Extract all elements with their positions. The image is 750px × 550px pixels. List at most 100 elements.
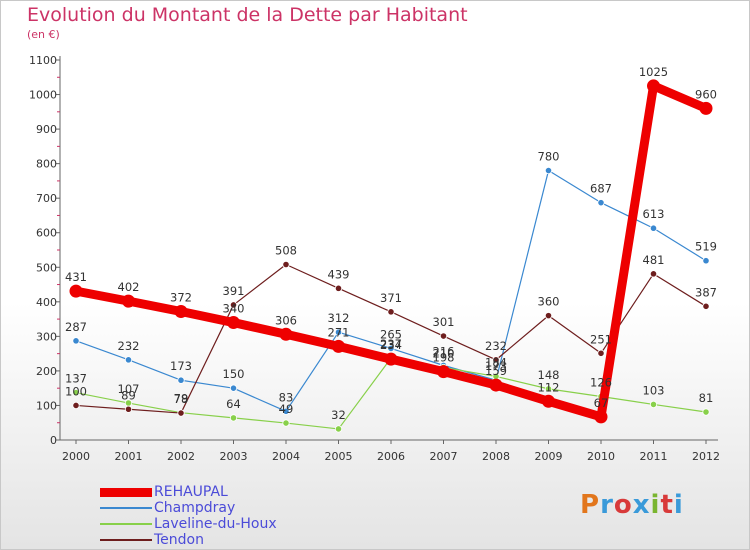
y-tick-label: 1000 bbox=[29, 89, 57, 102]
data-point bbox=[702, 257, 710, 265]
axes: 0 100 200 300 400 500 600 700 800 900 1000 1100 2000… bbox=[29, 54, 720, 463]
x-tick-label: 2008 bbox=[482, 450, 510, 463]
x-tick-label: 2004 bbox=[272, 450, 300, 463]
data-label: 67 bbox=[594, 396, 609, 410]
x-tick-label: 2009 bbox=[535, 450, 563, 463]
data-point bbox=[649, 270, 658, 278]
data-point bbox=[649, 224, 658, 232]
data-label: 387 bbox=[695, 285, 717, 299]
data-label: 79 bbox=[174, 392, 189, 406]
data-point bbox=[439, 332, 448, 340]
data-point bbox=[177, 409, 185, 417]
data-label: 508 bbox=[275, 244, 297, 258]
data-label: 210 bbox=[433, 346, 455, 360]
data-label: 103 bbox=[643, 383, 665, 397]
data-label: 216 bbox=[433, 344, 455, 358]
data-label: 173 bbox=[485, 359, 507, 373]
x-tick-label: 2006 bbox=[377, 450, 405, 463]
data-point bbox=[229, 384, 238, 392]
y-tick-label: 300 bbox=[36, 330, 57, 343]
data-point bbox=[124, 356, 133, 364]
data-label: 81 bbox=[699, 391, 714, 405]
data-label: 687 bbox=[590, 182, 612, 196]
legend-label: Champdray bbox=[154, 500, 236, 516]
data-label: 301 bbox=[433, 315, 455, 329]
data-point bbox=[702, 302, 710, 310]
legend-swatch bbox=[100, 539, 152, 541]
data-label: 1025 bbox=[639, 65, 668, 79]
data-label: 372 bbox=[170, 290, 192, 304]
logo-letter: r bbox=[600, 490, 614, 520]
data-point bbox=[229, 301, 238, 309]
data-point bbox=[597, 199, 605, 207]
data-label: 271 bbox=[328, 325, 350, 339]
x-tick-label: 2011 bbox=[640, 450, 668, 463]
data-label: 32 bbox=[331, 408, 346, 422]
logo-letter: P bbox=[580, 490, 601, 520]
series-champdray bbox=[72, 166, 710, 415]
legend-label: REHAUPAL bbox=[154, 484, 228, 500]
data-label: 439 bbox=[328, 267, 350, 281]
data-point bbox=[72, 337, 80, 345]
data-point bbox=[544, 312, 553, 320]
data-label: 107 bbox=[118, 382, 140, 396]
data-label: 360 bbox=[538, 295, 560, 309]
legend-swatch bbox=[100, 523, 152, 525]
y-tick-label: 600 bbox=[36, 227, 57, 240]
series-rehaupal bbox=[69, 79, 713, 424]
data-point bbox=[282, 407, 290, 415]
data-point bbox=[69, 284, 83, 298]
data-point bbox=[437, 365, 450, 379]
data-label: 232 bbox=[485, 339, 507, 353]
data-point bbox=[334, 425, 343, 433]
data-point bbox=[279, 327, 293, 341]
data-label: 159 bbox=[485, 364, 507, 378]
data-point bbox=[387, 308, 395, 316]
data-label: 306 bbox=[275, 313, 297, 327]
data-point bbox=[544, 166, 553, 175]
data-point bbox=[597, 349, 605, 357]
data-point bbox=[282, 260, 290, 269]
data-label: 137 bbox=[65, 372, 87, 386]
series-tendon bbox=[72, 260, 710, 417]
y-tick-label: 1100 bbox=[29, 54, 57, 67]
data-point bbox=[649, 400, 658, 409]
legend-swatch bbox=[100, 507, 152, 509]
data-label: 481 bbox=[643, 253, 665, 267]
data-label: 312 bbox=[328, 311, 350, 325]
y-tick-label: 100 bbox=[36, 399, 57, 412]
logo-letter: i bbox=[650, 490, 661, 520]
data-label: 173 bbox=[170, 359, 192, 373]
x-tick-label: 2000 bbox=[62, 450, 90, 463]
data-label: 402 bbox=[118, 280, 140, 294]
data-label: 251 bbox=[590, 332, 612, 346]
x-tick-label: 2002 bbox=[167, 450, 195, 463]
data-point bbox=[334, 284, 343, 292]
data-label: 100 bbox=[65, 384, 87, 398]
data-label: 234 bbox=[380, 338, 402, 352]
x-tick-label: 2005 bbox=[325, 450, 353, 463]
data-label: 49 bbox=[279, 402, 294, 416]
x-tick-label: 2003 bbox=[220, 450, 248, 463]
data-label: 150 bbox=[223, 367, 245, 381]
data-point bbox=[699, 101, 713, 115]
data-labels: 431 402 372 340 306 271 234 198 159 112 67 1025 960 2… bbox=[65, 65, 717, 422]
data-point bbox=[282, 419, 290, 427]
data-label: 83 bbox=[279, 390, 294, 404]
data-label: 340 bbox=[223, 302, 245, 316]
logo-letter: t bbox=[660, 490, 674, 520]
data-point bbox=[177, 376, 185, 384]
legend-label: Laveline-du-Houx bbox=[154, 516, 277, 532]
data-label: 64 bbox=[226, 397, 241, 411]
x-tick-label: 2001 bbox=[115, 450, 143, 463]
legend-swatch bbox=[100, 488, 152, 497]
logo-letter: i bbox=[673, 490, 684, 520]
data-label: 184 bbox=[485, 355, 507, 369]
data-label: 89 bbox=[121, 388, 136, 402]
data-point bbox=[332, 339, 345, 353]
data-point bbox=[492, 356, 500, 364]
data-label: 126 bbox=[590, 375, 612, 389]
data-point bbox=[702, 408, 710, 416]
data-label: 780 bbox=[538, 150, 560, 164]
data-label: 391 bbox=[223, 284, 245, 298]
